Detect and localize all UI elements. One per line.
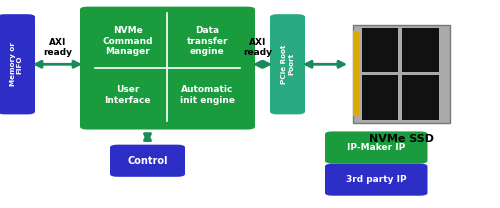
Bar xyxy=(352,31,359,116)
Bar xyxy=(402,28,438,72)
Text: User
Interface: User Interface xyxy=(104,85,151,105)
Bar xyxy=(352,25,450,123)
Text: Automatic
init engine: Automatic init engine xyxy=(180,85,235,105)
Bar xyxy=(362,28,398,72)
Bar xyxy=(362,76,398,120)
Text: Control: Control xyxy=(127,156,168,166)
FancyBboxPatch shape xyxy=(325,131,428,163)
Bar xyxy=(402,76,438,120)
Text: PCIe Root
Poort: PCIe Root Poort xyxy=(281,45,294,84)
FancyBboxPatch shape xyxy=(0,14,35,114)
Text: NVMe SSD: NVMe SSD xyxy=(369,134,434,144)
Text: 3rd party IP: 3rd party IP xyxy=(346,175,406,184)
FancyBboxPatch shape xyxy=(325,163,428,196)
Text: AXI
ready: AXI ready xyxy=(43,38,72,57)
FancyBboxPatch shape xyxy=(270,14,305,114)
Text: IP-Maker IP: IP-Maker IP xyxy=(347,143,406,152)
Text: NVMe
Command
Manager: NVMe Command Manager xyxy=(102,26,153,56)
Text: Data
transfer
engine: Data transfer engine xyxy=(187,26,228,56)
Text: Memory or
FIFO: Memory or FIFO xyxy=(10,42,23,86)
FancyBboxPatch shape xyxy=(80,7,255,130)
Text: AXI
ready: AXI ready xyxy=(243,38,272,57)
FancyBboxPatch shape xyxy=(110,145,185,177)
